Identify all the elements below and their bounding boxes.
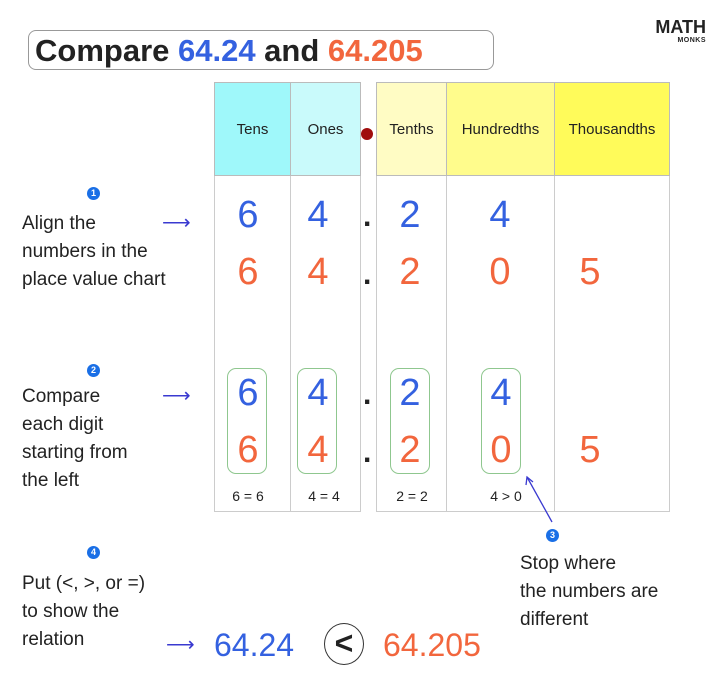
step-text-line: to show the	[22, 601, 120, 622]
comparison-label: 4 = 4	[308, 488, 340, 504]
comparison-label: 6 = 6	[232, 488, 264, 504]
digit: 2	[399, 251, 421, 293]
header-hundredths: Hundredths	[446, 82, 555, 176]
result-left-number: 64.24	[214, 627, 295, 663]
arrow-right-icon: ⟶	[162, 212, 191, 234]
arrow-right-icon: ⟶	[162, 385, 191, 407]
step-3-text: Stop where the numbers are different	[520, 550, 658, 634]
decimal-point: .	[363, 200, 372, 233]
digit: 0	[490, 429, 512, 471]
decimal-point-marker	[361, 128, 373, 140]
column-ones	[290, 176, 361, 512]
digit: 4	[490, 372, 512, 414]
step-text-line: place value chart	[22, 269, 166, 290]
step-text-line: the left	[22, 470, 80, 491]
step-text-line: each digit	[22, 414, 104, 435]
result-symbol: <	[324, 623, 364, 665]
decimal-point: .	[363, 378, 372, 411]
logo-main: MATH	[655, 17, 706, 37]
step-number-4: 4	[87, 546, 100, 559]
step-number-1: 1	[87, 187, 100, 200]
header-ones: Ones	[290, 82, 361, 176]
digit: 4	[489, 194, 511, 236]
comparison-label: 4 > 0	[490, 488, 522, 504]
title-text-and: and	[255, 33, 328, 68]
digit: 4	[307, 429, 329, 471]
step-text-line: Stop where	[520, 553, 617, 574]
step-text-line: Put (<, >, or =)	[22, 573, 146, 594]
header-thousandths: Thousandths	[554, 82, 670, 176]
header-tens: Tens	[214, 82, 291, 176]
arrow-right-icon: ⟶	[166, 634, 195, 656]
step-text-line: Align the	[22, 213, 96, 234]
title-number-2: 64.205	[327, 33, 423, 68]
title-text: Compare	[35, 33, 178, 68]
decimal-point: .	[363, 436, 372, 469]
comparison-label: 2 = 2	[396, 488, 428, 504]
digit: 2	[399, 372, 421, 414]
step-text-line: numbers in the	[22, 241, 148, 262]
digit: 6	[237, 251, 259, 293]
compare-box	[390, 368, 430, 474]
digit: 4	[307, 194, 329, 236]
step-text-line: the numbers are	[520, 581, 659, 602]
step-text-line: relation	[22, 629, 85, 650]
digit: 2	[399, 194, 421, 236]
logo-sub: MONKS	[677, 37, 706, 44]
digit: 5	[579, 429, 601, 471]
digit: 4	[307, 251, 329, 293]
digit: 4	[307, 372, 329, 414]
digit: 2	[399, 429, 421, 471]
step-number-3: 3	[546, 529, 559, 542]
title-number-1: 64.24	[177, 33, 256, 68]
decimal-point: .	[363, 258, 372, 291]
result-right-number: 64.205	[383, 627, 481, 663]
header-tenths: Tenths	[376, 82, 447, 176]
column-thousandths	[554, 176, 670, 512]
step-2-text: Compare each digit starting from the lef…	[22, 383, 128, 495]
title: Compare 64.24 and 64.205	[28, 30, 494, 70]
digit: 6	[237, 429, 259, 471]
step-number-2: 2	[87, 364, 100, 377]
compare-box	[227, 368, 267, 474]
step-1-text: Align the numbers in the place value cha…	[22, 210, 166, 294]
digit: 6	[237, 194, 259, 236]
compare-box	[481, 368, 521, 474]
step-text-line: starting from	[22, 442, 128, 463]
compare-box	[297, 368, 337, 474]
digit: 0	[489, 251, 511, 293]
step-text-line: different	[520, 609, 589, 630]
step-text-line: Compare	[22, 386, 101, 407]
digit: 5	[579, 251, 601, 293]
logo: MATH MONKS	[655, 18, 706, 45]
step-4-text: Put (<, >, or =) to show the relation	[22, 570, 145, 654]
digit: 6	[237, 372, 259, 414]
